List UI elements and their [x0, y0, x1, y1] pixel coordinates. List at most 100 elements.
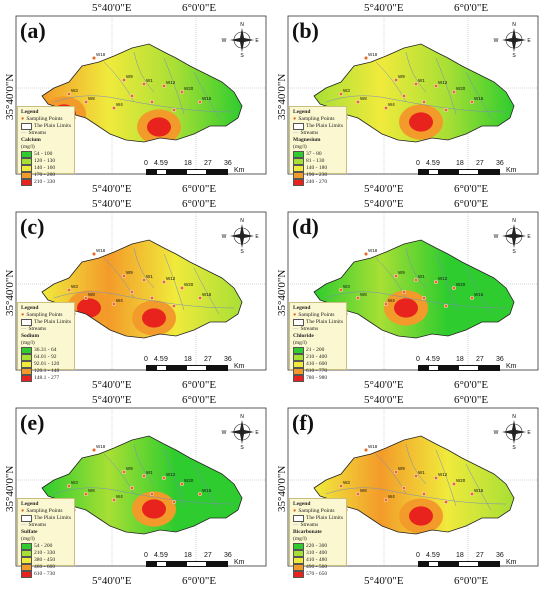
plain-limits-outline [41, 435, 243, 535]
compass-letter: E [527, 430, 531, 436]
scale-tick: 4.5 [426, 356, 436, 363]
map-legend: Legend ● Sampling Points The Plain Limits — S… [289, 106, 347, 186]
legend-streams: — Streams [21, 522, 47, 528]
compass-letter: S [512, 249, 516, 255]
sampling-point [401, 289, 407, 295]
stream-line [193, 71, 220, 119]
legend-parameter: Bicarbonate [293, 529, 322, 535]
well-label: W1 [146, 274, 153, 279]
sampling-point [91, 55, 97, 61]
legend-class: 210 - 330 [21, 550, 71, 557]
panel-label: (b) [292, 18, 319, 43]
sampling-point [383, 301, 389, 307]
legend-limits: The Plain Limits [293, 123, 343, 130]
sampling-point [197, 99, 203, 105]
sampling-point [111, 497, 117, 503]
sampling-point [141, 81, 147, 87]
well-label: W8 [88, 292, 95, 297]
legend-unit: (mg/l) [21, 536, 35, 542]
compass-letter: E [527, 38, 531, 44]
sampling-point [393, 273, 399, 279]
legend-unit: (mg/l) [21, 144, 35, 150]
sampling-point [83, 491, 89, 497]
sampling-point [355, 99, 361, 105]
sampling-point [129, 93, 135, 99]
well-label: W3 [71, 88, 78, 93]
well-label: W18 [368, 52, 378, 57]
sampling-point [469, 491, 475, 497]
compass-icon: N S E W [222, 22, 260, 59]
scale-tick: 36 [224, 160, 232, 167]
plain-limits-outline [313, 43, 515, 143]
legend-class: 140 - 160 [21, 165, 71, 172]
sampling-point [111, 105, 117, 111]
well-label: W20 [184, 478, 194, 483]
scale-segment [478, 169, 500, 175]
scale-tick: 0 [416, 356, 420, 363]
compass-letter: E [255, 38, 259, 44]
well-label: W3 [343, 480, 350, 485]
well-label: W15 [474, 292, 484, 297]
map-legend: Legend ● Sampling Points The Plain Limits — S… [17, 302, 75, 382]
sampling-point [433, 279, 439, 285]
stream-line [375, 453, 407, 495]
stream-line [163, 253, 185, 311]
well-label: W8 [88, 488, 95, 493]
sampling-point [121, 469, 127, 475]
scale-tick: 27 [476, 552, 484, 559]
scale-tick: 9 [164, 356, 168, 363]
sampling-point [433, 475, 439, 481]
compass-letter: N [512, 414, 516, 420]
sampling-point [401, 485, 407, 491]
legend-heading: Legend [21, 109, 39, 115]
map-legend: Legend ● Sampling Points The Plain Limits — S… [17, 106, 75, 186]
scale-tick: 4.5 [154, 552, 164, 559]
legend-class: 148.1 - 277 [21, 375, 71, 382]
longitude-label-top: 5°40'0"E [92, 394, 132, 406]
longitude-label-top: 6°0'0"E [182, 198, 217, 210]
scale-tick: 36 [224, 552, 232, 559]
scale-tick: 36 [496, 356, 504, 363]
sampling-point [383, 105, 389, 111]
latitude-label: 35°40'0"N [276, 465, 288, 512]
map-panel-b: W18 W3 W8 W9 W1 W12 W20 W15 W4 N S E W (b) 5°40'0"E 6°0… [276, 2, 548, 197]
sampling-point [363, 447, 369, 453]
legend-class: 92.01 - 120 [21, 361, 71, 368]
legend-class: 410 - 600 [293, 361, 343, 368]
legend-class: 210 - 330 [21, 179, 71, 186]
legend-class: 570 - 650 [293, 571, 343, 578]
legend-class: 610 - 770 [293, 368, 343, 375]
sampling-point [443, 499, 449, 505]
compass-letter: S [512, 53, 516, 59]
sampling-point [161, 279, 167, 285]
well-label: W12 [438, 472, 448, 477]
sampling-point [451, 89, 457, 95]
well-label: W12 [166, 276, 176, 281]
sampling-point [141, 473, 147, 479]
map-canvas: W18 W3 W8 W9 W1 W12 W20 W15 W4 N S E W [287, 15, 539, 175]
hotspot-zone [142, 308, 166, 328]
legend-class: 54 - 200 [21, 543, 71, 550]
scale-unit: Km [506, 167, 517, 174]
compass-letter: N [240, 218, 244, 224]
well-label: W4 [388, 298, 395, 303]
map-panel-f: W18 W3 W8 W9 W1 W12 W20 W15 W4 N S E W (f) 5°40'0"E 6°0… [276, 394, 548, 589]
sampling-point [401, 93, 407, 99]
sampling-point [91, 251, 97, 257]
scale-segment [458, 169, 480, 175]
map-panel-d: W18 W3 W8 W9 W1 W12 W20 W15 W4 N S E W (d) 5°40'0"E 6°0… [276, 198, 548, 393]
well-label: W4 [116, 298, 123, 303]
scale-segment [438, 561, 460, 567]
well-label: W15 [202, 292, 212, 297]
longitude-label-bottom: 6°0'0"E [454, 575, 489, 587]
sampling-point [66, 91, 72, 97]
well-label: W1 [418, 78, 425, 83]
legend-streams: — Streams [293, 326, 319, 332]
sampling-point [413, 277, 419, 283]
compass-letter: E [255, 430, 259, 436]
sampling-point [161, 83, 167, 89]
legend-sampling: ● Sampling Points [293, 508, 335, 514]
stream-line [53, 291, 235, 309]
longitude-label-bottom: 5°40'0"E [364, 575, 404, 587]
well-label: W20 [184, 282, 194, 287]
